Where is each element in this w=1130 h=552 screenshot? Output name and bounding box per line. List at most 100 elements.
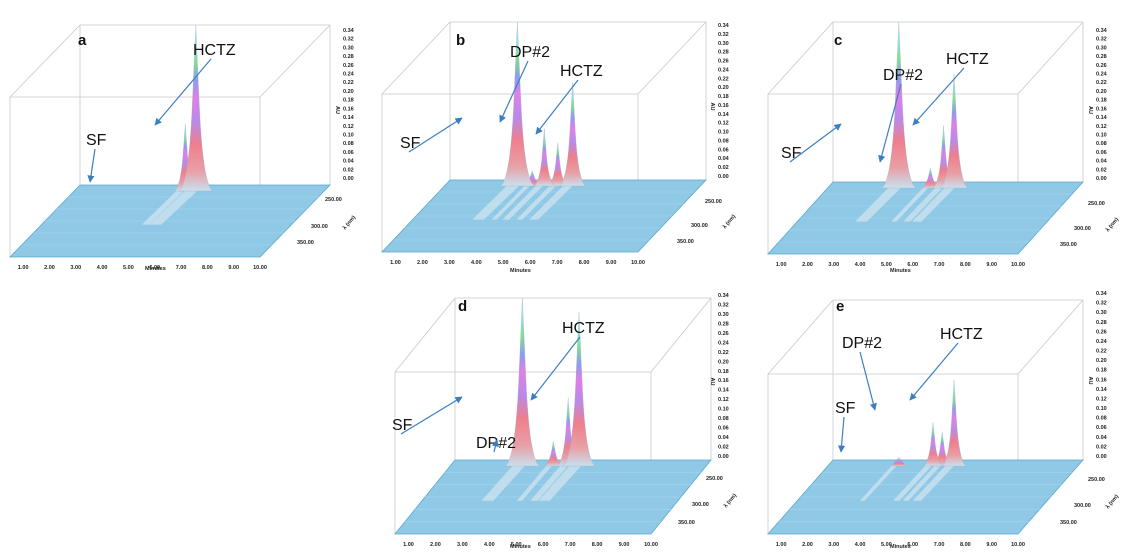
x-tick-label: 1.00	[403, 542, 414, 548]
peak-ridge-shadow	[891, 182, 934, 222]
au-tick-label: 0.08	[343, 141, 354, 147]
wavelength-tick-label: 350.00	[1060, 242, 1077, 248]
au-tick-label: 0.28	[343, 54, 354, 60]
panel-letter: c	[834, 32, 842, 49]
x-tick-label: 8.00	[202, 265, 213, 271]
box-top-right-edge	[1017, 299, 1084, 375]
x-tick-label: 9.00	[619, 542, 630, 548]
au-tick-label: 0.04	[718, 156, 730, 162]
x-tick-label: 7.00	[552, 260, 563, 266]
peak-ridge-shadow	[530, 460, 574, 501]
au-tick-label: 0.12	[1096, 396, 1107, 402]
callout-arrow	[909, 342, 959, 401]
x-tick-label: 4.00	[855, 262, 866, 268]
x-tick-label: 5.00	[881, 542, 892, 548]
au-tick-label: 0.08	[1096, 416, 1107, 422]
peak-ridge-shadow	[149, 185, 204, 225]
x-tick-label: 6.00	[525, 260, 536, 266]
x-tick-label: 1.00	[18, 265, 29, 271]
peak-hctz	[562, 312, 596, 467]
x-tick-label: 3.00	[70, 265, 81, 271]
x-tick-label: 2.00	[417, 260, 428, 266]
panel-e: 1.00 2.00 3.00 4.00 5.00 6.00 7.00 8.00 9.00 10.0…	[767, 291, 1120, 550]
callout-dp2: DP#2	[510, 44, 550, 61]
au-tick-label: 0.06	[718, 426, 729, 432]
au-tick-label: 0.06	[1096, 425, 1107, 431]
au-tick-label: 0.28	[1096, 320, 1107, 326]
peak-ridge-shadow	[912, 460, 960, 501]
au-tick-label: 0.34	[1096, 28, 1108, 34]
peak-hctz	[941, 379, 967, 467]
wavelength-tick-label: 250.00	[325, 197, 342, 203]
au-tick-label: 0.32	[718, 32, 729, 38]
x-tick-label: 3.00	[828, 542, 839, 548]
au-axis-label: AU	[1087, 106, 1093, 114]
x-axis-label: Minutes	[890, 544, 911, 550]
au-tick-label: 0.04	[1096, 159, 1108, 165]
x-tick-label: 5.00	[123, 265, 134, 271]
wavelength-axis-label: λ (nm)	[723, 493, 738, 510]
au-tick-label: 0.16	[718, 103, 729, 109]
callout-arrow	[87, 148, 96, 183]
au-tick-label: 0.28	[718, 50, 729, 56]
peak-ridge-shadow	[893, 460, 938, 501]
wavelength-tick-label: 350.00	[1060, 520, 1077, 526]
peak-ridge-shadow	[141, 185, 191, 225]
au-tick-label: 0.24	[718, 340, 730, 346]
x-tick-label: 6.00	[907, 542, 918, 548]
wavelength-tick-label: 300.00	[692, 502, 709, 508]
au-tick-label: 0.32	[1096, 301, 1107, 307]
panel-a: 1.00 2.00 3.00 4.00 5.00 6.00 7.00 8.00 9.00 10.0…	[9, 24, 357, 272]
au-tick-label: 0.20	[343, 89, 354, 95]
wavelength-tick-label: 350.00	[297, 240, 314, 246]
au-tick-label: 0.16	[1096, 377, 1107, 383]
au-tick-label: 0.24	[718, 67, 730, 73]
au-tick-label: 0.14	[1096, 115, 1108, 121]
peak-sf	[891, 457, 906, 467]
au-tick-label: 0.32	[1096, 37, 1107, 43]
peak-ridge-shadow	[516, 180, 562, 220]
au-tick-label: 0.30	[343, 45, 354, 51]
au-tick-label: 0.08	[718, 416, 729, 422]
x-tick-label: 8.00	[579, 260, 590, 266]
au-tick-label: 0.06	[343, 150, 354, 156]
wavelength-tick-label: 250.00	[1088, 477, 1105, 483]
au-tick-label: 0.04	[343, 159, 355, 165]
callout-arrow	[789, 123, 842, 163]
callout-sf: SF	[86, 132, 107, 149]
callout-dp2: DP#2	[883, 67, 923, 84]
peak-ridge-shadow	[538, 460, 587, 501]
peak-sf	[881, 21, 917, 189]
callout-arrow	[878, 83, 902, 163]
x-tick-label: 6.00	[538, 542, 549, 548]
au-tick-label: 0.16	[718, 378, 729, 384]
au-tick-label: 0.16	[1096, 106, 1107, 112]
x-tick-label: 9.00	[606, 260, 617, 266]
au-tick-label: 0.12	[718, 397, 729, 403]
au-tick-label: 0.18	[718, 94, 729, 100]
wavelength-tick-label: 350.00	[677, 239, 694, 245]
au-tick-label: 0.26	[718, 331, 729, 337]
box-top-left-edge	[394, 297, 456, 373]
au-tick-label: 0.10	[1096, 406, 1107, 412]
au-tick-label: 0.20	[1096, 358, 1107, 364]
x-tick-label: 8.00	[592, 542, 603, 548]
peak-hctz	[178, 24, 214, 192]
box-top-right-edge	[650, 297, 712, 373]
x-tick-label: 8.00	[960, 542, 971, 548]
callout-sf: SF	[392, 417, 413, 434]
panel-letter: e	[836, 298, 844, 315]
x-tick-label: 7.00	[934, 542, 945, 548]
peak-ridge-shadow	[529, 180, 579, 220]
panel-letter: d	[458, 298, 467, 315]
peak-hctz	[939, 73, 969, 189]
x-axis-label: Minutes	[510, 544, 531, 550]
au-tick-label: 0.30	[718, 41, 729, 47]
au-tick-label: 0.34	[718, 23, 730, 29]
au-tick-label: 0.18	[718, 369, 729, 375]
wavelength-tick-label: 350.00	[678, 520, 695, 526]
panel-d: 1.00 2.00 3.00 4.00 5.00 6.00 7.00 8.00 9.00 10.0…	[392, 293, 738, 550]
x-tick-label: 7.00	[934, 262, 945, 268]
au-tick-label: 0.00	[718, 454, 729, 460]
